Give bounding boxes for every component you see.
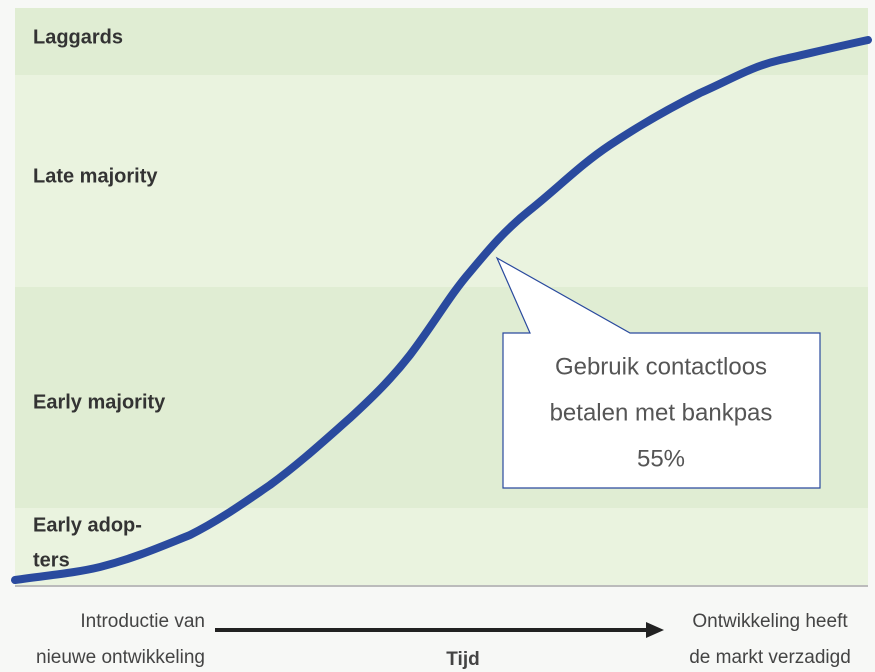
callout-box bbox=[495, 256, 821, 489]
band-late-majority bbox=[15, 75, 868, 287]
axis-start: nieuwe ontwikkeling bbox=[36, 647, 205, 668]
callout-text: betalen met bankpas bbox=[550, 399, 773, 426]
axis-label: Tijd bbox=[446, 649, 479, 670]
adoption-curve bbox=[11, 36, 872, 584]
band-label: Late majority bbox=[33, 165, 158, 187]
band-early-adopters bbox=[15, 508, 868, 585]
axis-end: de markt verzadigd bbox=[689, 647, 851, 668]
band-label: ters bbox=[33, 549, 70, 571]
band-laggards bbox=[15, 8, 868, 75]
callout-text: 55% bbox=[637, 445, 685, 472]
arrow-head bbox=[646, 622, 664, 638]
band-label: Early adop- bbox=[33, 514, 142, 536]
axis-end: Ontwikkeling heeft bbox=[692, 611, 848, 632]
band-label: Early majority bbox=[33, 391, 166, 413]
band-label: Laggards bbox=[33, 26, 123, 48]
axis-start: Introductie van bbox=[80, 611, 205, 632]
callout-text: Gebruik contactloos bbox=[555, 353, 767, 380]
